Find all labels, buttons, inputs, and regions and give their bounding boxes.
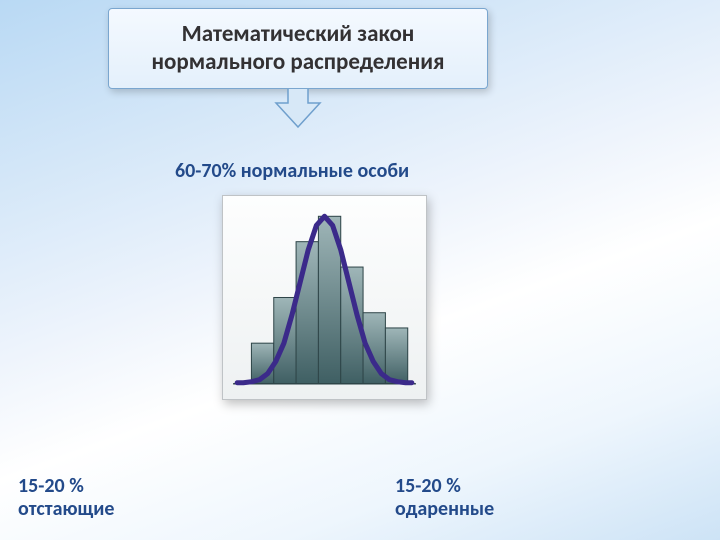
title-arrow-icon xyxy=(272,89,324,129)
label-lagging-line1: 15-20 % xyxy=(18,474,84,498)
label-lagging: 15-20 % отстающие xyxy=(18,475,218,521)
chart-svg xyxy=(223,196,426,399)
label-lagging-line2: отстающие xyxy=(18,497,114,521)
title-line1: Математический закон xyxy=(182,20,415,48)
label-gifted-line1: 15-20 % xyxy=(395,474,461,498)
distribution-chart xyxy=(222,195,427,400)
label-gifted: 15-20 % одаренные xyxy=(395,475,595,521)
histogram-bar xyxy=(385,328,407,384)
title-line2: нормального распределения xyxy=(152,48,445,76)
label-gifted-line2: одаренные xyxy=(395,497,494,521)
arrow-path xyxy=(276,89,320,127)
label-normal: 60-70% нормальные особи xyxy=(175,160,415,183)
title-box: Математический закон нормального распред… xyxy=(108,8,488,89)
title-callout: Математический закон нормального распред… xyxy=(108,8,488,89)
